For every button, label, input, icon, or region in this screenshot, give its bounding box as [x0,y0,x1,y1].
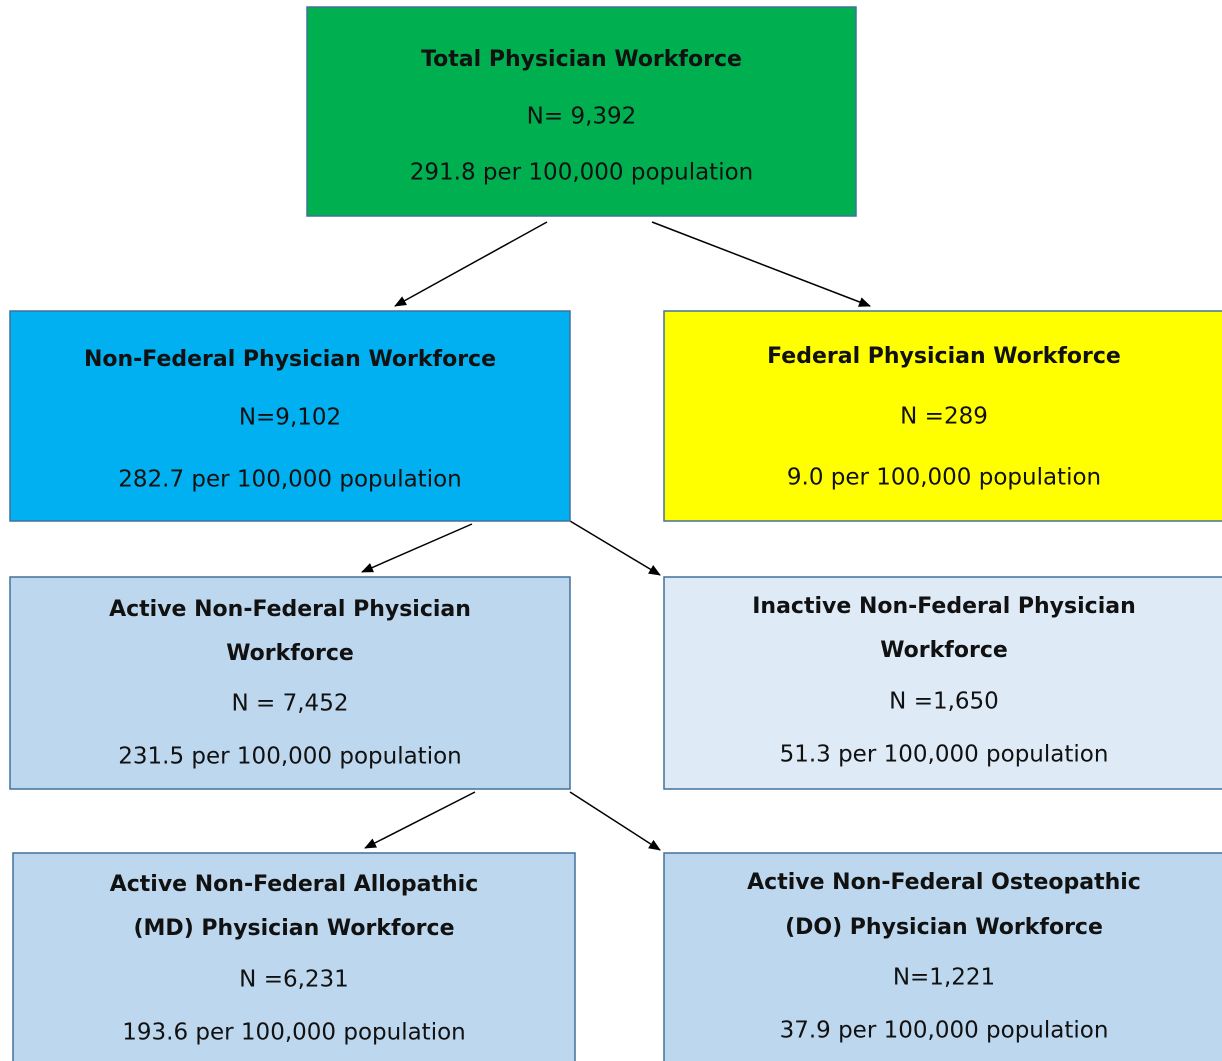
node-rate: 282.7 per 100,000 population [118,467,461,493]
arrows [361,221,871,851]
node-title: (DO) Physician Workforce [785,915,1103,940]
node-count: N=9,102 [239,405,341,431]
node-count: N =6,231 [239,967,349,993]
node-box [663,852,1222,1061]
node-box [9,576,571,790]
node-rate: 51.3 per 100,000 population [780,742,1109,768]
arrow [651,221,871,307]
arrow [361,523,473,573]
node-rate: 193.6 per 100,000 population [122,1020,465,1046]
node-box [306,6,857,217]
arrow [569,520,661,576]
node-title: Total Physician Workforce [421,47,742,72]
node-title: Active Non-Federal Physician [109,597,471,622]
node-box [12,852,576,1061]
node-title: Non-Federal Physician Workforce [84,347,496,372]
node-title: Workforce [880,638,1008,663]
node-title: (MD) Physician Workforce [133,916,454,941]
arrow [364,791,476,849]
node-box [663,576,1222,790]
node-title: Active Non-Federal Allopathic [110,872,479,897]
node-count: N =1,650 [889,689,999,715]
node-rate: 291.8 per 100,000 population [410,160,753,186]
node-count: N=1,221 [893,965,995,991]
node-count: N =289 [900,404,988,430]
node-rate: 9.0 per 100,000 population [787,465,1101,491]
node-title: Federal Physician Workforce [767,344,1121,369]
arrow [394,221,548,307]
arrow [569,791,661,851]
node-rate: 231.5 per 100,000 population [118,744,461,770]
node-box [9,310,571,522]
node-box [663,310,1222,522]
node-title: Inactive Non-Federal Physician [752,594,1136,619]
node-rate: 37.9 per 100,000 population [780,1018,1109,1044]
node-count: N= 9,392 [527,104,637,130]
node-title: Workforce [226,641,354,666]
node-count: N = 7,452 [232,691,349,717]
node-title: Active Non-Federal Osteopathic [747,870,1141,895]
